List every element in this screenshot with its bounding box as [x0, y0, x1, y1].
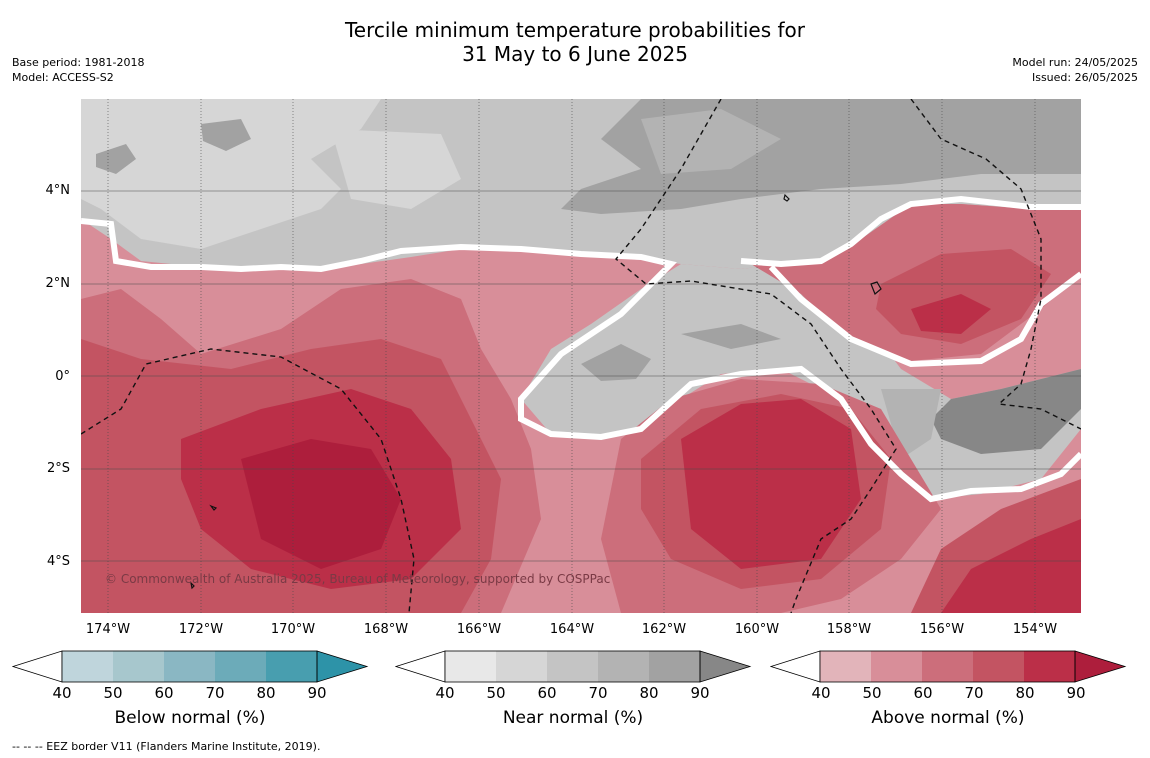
near-normal-east-dark — [931, 369, 1081, 454]
colorbar-extend-low — [394, 650, 446, 683]
cb-tick: 80 — [639, 684, 659, 702]
lat-label: 4°N — [45, 183, 71, 198]
lon-label: 164°W — [549, 622, 595, 637]
colorbar-title: Below normal (%) — [114, 708, 266, 728]
colorbar-near-normal: 40 50 60 70 80 90 Near normal (%) — [394, 650, 753, 728]
colorbar-bin — [164, 651, 215, 682]
meta-right: Model run: 24/05/2025 Issued: 26/05/2025 — [1012, 55, 1138, 85]
model-run: Model run: 24/05/2025 — [1012, 56, 1138, 69]
lon-label: 166°W — [456, 622, 502, 637]
near-normal-north-light-2 — [331, 129, 461, 209]
islands — [190, 193, 882, 590]
colorbar-above-normal: 40 50 60 70 80 90 Above normal (%) — [769, 650, 1128, 728]
lon-label: 158°W — [826, 622, 872, 637]
title-line-1: Tercile minimum temperature probabilitie… — [344, 18, 806, 42]
colorbar-bin — [973, 651, 1024, 682]
eez-footnote: -- -- -- EEZ border V11 (Flanders Marine… — [12, 740, 321, 753]
cb-tick: 60 — [154, 684, 174, 702]
lat-label: 2°S — [46, 461, 70, 476]
lon-label: 156°W — [919, 622, 965, 637]
near-normal-speck-2 — [201, 119, 251, 151]
colorbar-bin — [871, 651, 922, 682]
lon-label: 174°W — [85, 622, 131, 637]
meta-left: Base period: 1981-2018 Model: ACCESS-S2 — [12, 55, 144, 85]
cb-tick: 50 — [862, 684, 882, 702]
cb-tick: 70 — [588, 684, 608, 702]
cb-tick: 70 — [964, 684, 984, 702]
colorbar-frame — [444, 650, 701, 683]
colorbar-bin — [266, 651, 317, 682]
probability-map: © Commonwealth of Australia 2025, Bureau… — [81, 99, 1081, 613]
colorbar-title: Above normal (%) — [871, 708, 1025, 728]
cb-tick: 40 — [435, 684, 455, 702]
lon-label: 160°W — [734, 622, 780, 637]
cb-tick: 90 — [690, 684, 710, 702]
lon-label: 162°W — [641, 622, 687, 637]
colorbar-frame — [819, 650, 1076, 683]
colorbar-title: Near normal (%) — [502, 708, 644, 728]
lat-label: 0° — [55, 369, 70, 384]
colorbar-extend-high — [699, 650, 752, 683]
near-normal-central — [521, 264, 1081, 499]
boundary-ne — [740, 195, 1081, 368]
colorbar-bin — [445, 651, 496, 682]
colorbar-extend-high — [316, 650, 369, 683]
lat-label: 2°N — [45, 276, 71, 291]
cb-tick: 90 — [1066, 684, 1086, 702]
copyright-text: © Commonwealth of Australia 2025, Bureau… — [105, 572, 610, 586]
colorbar-frame — [61, 650, 318, 683]
cb-tick: 80 — [1015, 684, 1035, 702]
colorbar-bin — [922, 651, 973, 682]
cb-tick: 70 — [205, 684, 225, 702]
colorbar-above-swatches — [769, 650, 1127, 683]
cb-tick: 50 — [486, 684, 506, 702]
boundary-north — [81, 218, 1081, 503]
near-normal-north-mid — [641, 109, 781, 174]
colorbar-bin — [215, 651, 266, 682]
near-normal-central-dark-2 — [681, 324, 781, 349]
cb-tick: 50 — [103, 684, 123, 702]
cb-tick: 90 — [307, 684, 327, 702]
colorbar-bin — [547, 651, 598, 682]
colorbar-bin — [496, 651, 547, 682]
cb-tick: 60 — [913, 684, 933, 702]
colorbar-bin — [113, 651, 164, 682]
colorbar-extend-high — [1074, 650, 1127, 683]
above-normal-far-se-2 — [941, 519, 1081, 613]
cb-tick: 40 — [811, 684, 831, 702]
eez-borders — [81, 99, 1081, 613]
title-line-2: 31 May to 6 June 2025 — [462, 42, 688, 66]
lon-label: 172°W — [178, 622, 224, 637]
near-normal-central-dark — [581, 344, 651, 381]
cb-tick: 80 — [256, 684, 276, 702]
colorbar-bin — [820, 651, 871, 682]
colorbar-extend-low — [769, 650, 821, 683]
above-normal-se-3 — [681, 399, 861, 569]
grid-lines — [81, 190, 1081, 562]
colorbar-below-swatches — [11, 650, 369, 683]
colorbar-below-normal: 40 50 60 70 80 90 Below normal (%) — [11, 650, 370, 728]
colorbar-extend-low — [11, 650, 63, 683]
cb-tick: 40 — [52, 684, 72, 702]
colorbar-bin — [649, 651, 700, 682]
above-normal-west-peak — [241, 439, 401, 569]
colorbar-bin — [598, 651, 649, 682]
lon-label: 170°W — [270, 622, 316, 637]
colorbar-bin — [1024, 651, 1075, 682]
base-period: Base period: 1981-2018 — [12, 56, 145, 69]
issued-date: Issued: 26/05/2025 — [1031, 71, 1138, 84]
lon-label: 168°W — [363, 622, 409, 637]
lat-label: 4°S — [46, 554, 70, 569]
colorbar-near-swatches — [394, 650, 752, 683]
near-normal-speck-1 — [96, 144, 136, 174]
above-normal-ne-peak — [911, 294, 991, 334]
cb-tick: 60 — [537, 684, 557, 702]
colorbar-bin — [62, 651, 113, 682]
model-name: Model: ACCESS-S2 — [12, 71, 114, 84]
map-title: Tercile minimum temperature probabilitie… — [0, 18, 1150, 66]
near-normal-north-light — [81, 99, 381, 249]
lon-label: 154°W — [1012, 622, 1058, 637]
